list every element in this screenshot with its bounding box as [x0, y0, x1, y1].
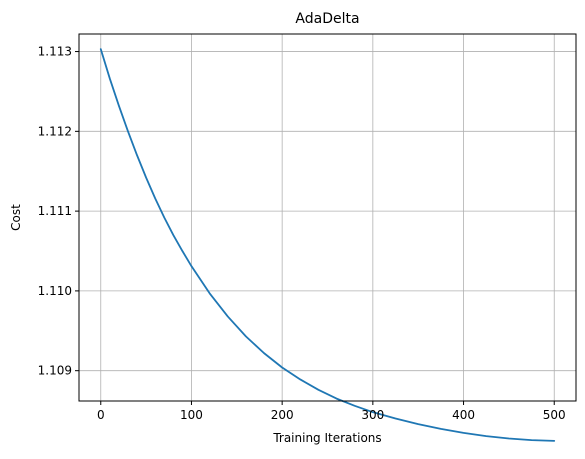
y-tick-label: 1.109 [38, 364, 72, 378]
x-tick-label: 0 [97, 408, 105, 422]
x-tick-label: 500 [543, 408, 566, 422]
grid-lines [79, 34, 576, 401]
y-tick-label: 1.111 [38, 204, 72, 218]
y-tick-label: 1.113 [38, 45, 72, 59]
y-tick-label: 1.112 [38, 124, 72, 138]
x-tick-label: 400 [452, 408, 475, 422]
x-tick-label: 100 [180, 408, 203, 422]
axis-ticks: 0 100 200 300 400 500 1.109 1.110 1.111 1.112 1.11… [38, 45, 566, 422]
series-line-adadelta-cost [99, 48, 556, 442]
chart-title: AdaDelta [295, 11, 359, 27]
x-axis-label: Training Iterations [272, 431, 381, 445]
plot-area [99, 48, 556, 442]
y-tick-label: 1.110 [38, 284, 72, 298]
y-axis-label: Cost [9, 204, 23, 231]
x-tick-label: 200 [271, 408, 294, 422]
x-tick-label: 300 [361, 408, 384, 422]
axes-frame [78, 33, 577, 402]
